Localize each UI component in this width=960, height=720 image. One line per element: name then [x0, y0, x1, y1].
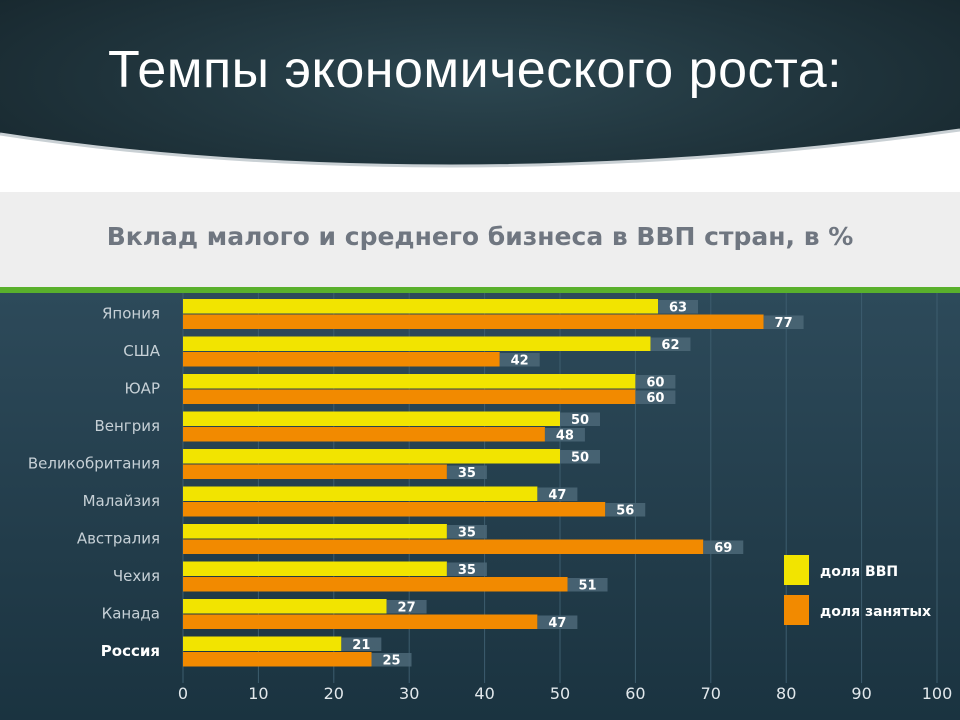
value-label-box — [499, 353, 540, 367]
value-label-box — [567, 578, 608, 592]
data-label: 21 — [352, 638, 370, 653]
x-tick-label: 70 — [701, 684, 721, 703]
bar-employment — [183, 464, 447, 479]
chart-panel: Вклад малого и среднего бизнеса в ВВП ст… — [0, 192, 960, 720]
data-label: 63 — [669, 301, 687, 316]
data-label: 50 — [571, 413, 589, 428]
category-label: Канада — [102, 605, 160, 623]
data-label: 27 — [398, 601, 416, 616]
value-label-box — [446, 465, 487, 479]
bar-employment — [183, 389, 636, 404]
value-label-box — [605, 503, 646, 517]
category-label: Чехия — [113, 567, 160, 585]
legend-swatch — [784, 555, 809, 585]
x-tick-label: 50 — [550, 684, 570, 703]
data-label: 60 — [646, 391, 664, 406]
data-label: 69 — [714, 541, 732, 556]
value-label-box — [635, 390, 676, 404]
x-tick-label: 60 — [625, 684, 645, 703]
value-label-box — [341, 637, 382, 651]
data-label: 25 — [382, 654, 400, 669]
x-tick-label: 20 — [324, 684, 344, 703]
x-tick-label: 80 — [776, 684, 796, 703]
legend-swatch — [784, 595, 809, 625]
x-tick-label: 30 — [399, 684, 419, 703]
value-label-box — [537, 615, 578, 629]
category-label: Япония — [102, 305, 160, 323]
bar-employment — [183, 652, 372, 667]
bar-employment — [183, 614, 538, 629]
x-tick-label: 40 — [474, 684, 494, 703]
bar-gdp — [183, 561, 447, 576]
data-label: 42 — [511, 354, 529, 369]
bar-gdp — [183, 411, 560, 426]
bar-gdp — [183, 524, 447, 539]
legend-label: доля занятых — [820, 604, 931, 620]
bar-employment — [183, 314, 764, 329]
data-label: 51 — [578, 579, 596, 594]
category-label: США — [123, 342, 161, 360]
data-label: 50 — [571, 451, 589, 466]
header-wave-decoration — [0, 128, 960, 210]
value-label-box — [446, 562, 487, 576]
value-label-box — [537, 487, 578, 501]
x-tick-label: 100 — [922, 684, 953, 703]
x-tick-label: 10 — [248, 684, 268, 703]
value-label-box — [635, 375, 676, 389]
bar-employment — [183, 577, 568, 592]
bar-gdp — [183, 299, 659, 314]
data-label: 56 — [616, 504, 634, 519]
data-label: 48 — [556, 429, 574, 444]
value-label-box — [560, 450, 600, 464]
value-label-box — [703, 540, 744, 554]
value-label-box — [650, 337, 691, 351]
value-label-box — [544, 428, 585, 442]
value-label-box — [658, 300, 699, 314]
data-label: 62 — [661, 338, 679, 353]
category-label: Австралия — [77, 530, 160, 548]
category-label: Венгрия — [94, 417, 160, 435]
bar-employment — [183, 502, 606, 517]
x-tick-label: 90 — [851, 684, 871, 703]
bar-gdp — [183, 486, 538, 501]
category-label: Великобритания — [28, 455, 160, 473]
category-label: Россия — [101, 642, 160, 660]
value-label-box — [560, 412, 600, 426]
chart-accent-line — [0, 287, 960, 293]
data-label: 35 — [458, 526, 476, 541]
bar-gdp — [183, 449, 560, 464]
value-label-box — [763, 315, 804, 329]
value-label-box — [446, 525, 487, 539]
value-label-box — [371, 653, 412, 667]
value-label-box — [386, 600, 427, 614]
data-label: 47 — [548, 616, 566, 631]
category-label: ЮАР — [124, 380, 160, 398]
slide-title: Темпы экономического роста: — [108, 41, 843, 99]
bar-gdp — [183, 336, 651, 351]
bar-employment — [183, 352, 500, 367]
bar-gdp — [183, 599, 387, 614]
data-label: 77 — [775, 316, 793, 331]
data-label: 47 — [548, 488, 566, 503]
data-label: 60 — [646, 376, 664, 391]
legend-label: доля ВВП — [820, 564, 898, 580]
data-label: 35 — [458, 466, 476, 481]
data-label: 35 — [458, 563, 476, 578]
x-tick-label: 0 — [178, 684, 188, 703]
category-label: Малайзия — [83, 492, 160, 510]
chart-title: Вклад малого и среднего бизнеса в ВВП ст… — [106, 222, 854, 251]
bar-employment — [183, 427, 545, 442]
bar-gdp — [183, 636, 342, 651]
bar-gdp — [183, 374, 636, 389]
bar-employment — [183, 539, 704, 554]
